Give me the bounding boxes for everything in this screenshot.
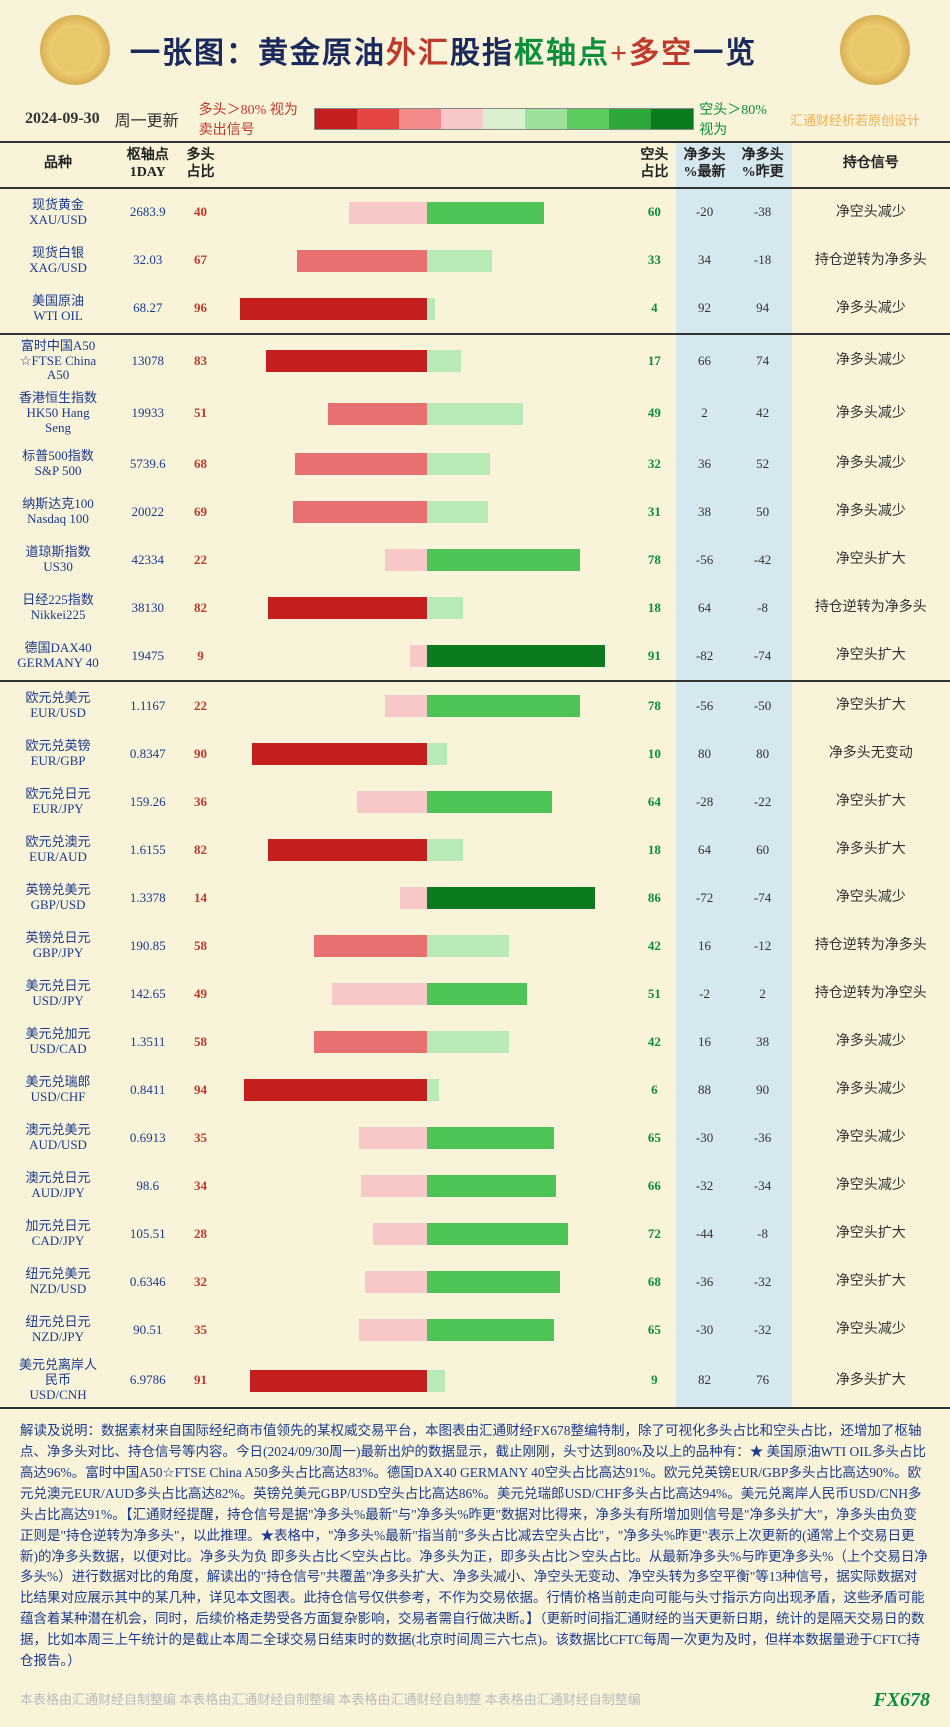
table-row: 欧元兑澳元EUR/AUD1.615582186460净多头扩大: [0, 826, 950, 874]
bottom-credit: 本表格由汇通财经自制整编 本表格由汇通财经自制整编 本表格由汇通财经自制整 本表…: [20, 1689, 641, 1712]
table-row: 德国DAX40GERMANY 4019475991-82-74净空头扩大: [0, 632, 950, 681]
date-label: 2024-09-30: [25, 110, 100, 128]
legend-left-label: 多头＞80% 视为卖出信号: [199, 99, 310, 139]
right-medal-icon: [840, 15, 910, 85]
table-row: 纽元兑日元NZD/JPY90.513565-30-32净空头减少: [0, 1306, 950, 1354]
table-row: 澳元兑美元AUD/USD0.69133565-30-36净空头减少: [0, 1114, 950, 1162]
table-row: 欧元兑美元EUR/USD1.11672278-56-50净空头扩大: [0, 681, 950, 730]
table-row: 道琼斯指数US30423342278-56-42净空头扩大: [0, 536, 950, 584]
legend: 多头＞80% 视为卖出信号 空头＞80% 视为: [194, 99, 775, 139]
footer-explanation: 解读及说明：数据素材来自国际经纪商市值领先的某权威交易平台，本图表由汇通财经FX…: [0, 1409, 950, 1684]
table-row: 美元兑瑞郎USD/CHF0.84119468890净多头减少: [0, 1066, 950, 1114]
table-row: 欧元兑英镑EUR/GBP0.834790108080净多头无变动: [0, 730, 950, 778]
legend-right-label: 空头＞80% 视为: [699, 99, 770, 139]
table-row: 现货黄金XAU/USD2683.94060-20-38净空头减少: [0, 188, 950, 237]
table-row: 加元兑日元CAD/JPY105.512872-44-8净空头扩大: [0, 1210, 950, 1258]
table-row: 纳斯达克100Nasdaq 1002002269313850净多头减少: [0, 488, 950, 536]
table-row: 纽元兑美元NZD/USD0.63463268-36-32净空头扩大: [0, 1258, 950, 1306]
data-table: 品种枢轴点1DAY多头占比空头占比净多头%最新净多头%昨更持仓信号 现货黄金XA…: [0, 141, 950, 1409]
table-row: 美元兑离岸人民币USD/CNH6.97869198276净多头扩大: [0, 1354, 950, 1408]
table-row: 香港恒生指数HK50 HangSeng199335149242净多头减少: [0, 387, 950, 440]
update-label: 周一更新: [115, 107, 179, 131]
table-row: 美元兑日元USD/JPY142.654951-22持仓逆转为净空头: [0, 970, 950, 1018]
table-row: 澳元兑日元AUD/JPY98.63466-32-34净空头减少: [0, 1162, 950, 1210]
table-row: 美元兑加元USD/CAD1.351158421638净多头减少: [0, 1018, 950, 1066]
gradient-scale: [314, 108, 694, 130]
left-medal-icon: [40, 15, 110, 85]
table-row: 美国原油WTI OIL68.279649294净多头减少: [0, 285, 950, 334]
table-row: 标普500指数S&P 5005739.668323652净多头减少: [0, 440, 950, 488]
watermark: 汇通财经析若原创设计: [790, 110, 920, 129]
fx-brand: FX678: [873, 1689, 930, 1712]
table-row: 日经225指数Nikkei22538130821864-8持仓逆转为净多头: [0, 584, 950, 632]
table-row: 英镑兑日元GBP/JPY190.85584216-12持仓逆转为净多头: [0, 922, 950, 970]
table-row: 欧元兑日元EUR/JPY159.263664-28-22净空头扩大: [0, 778, 950, 826]
table-row: 英镑兑美元GBP/USD1.33781486-72-74净空头减少: [0, 874, 950, 922]
table-row: 富时中国A50☆FTSE ChinaA501307883176674净多头减少: [0, 334, 950, 388]
main-title: 一张图：黄金原油外汇股指枢轴点+多空一览: [130, 28, 757, 72]
table-row: 现货白银XAG/USD32.03673334-18持仓逆转为净多头: [0, 237, 950, 285]
